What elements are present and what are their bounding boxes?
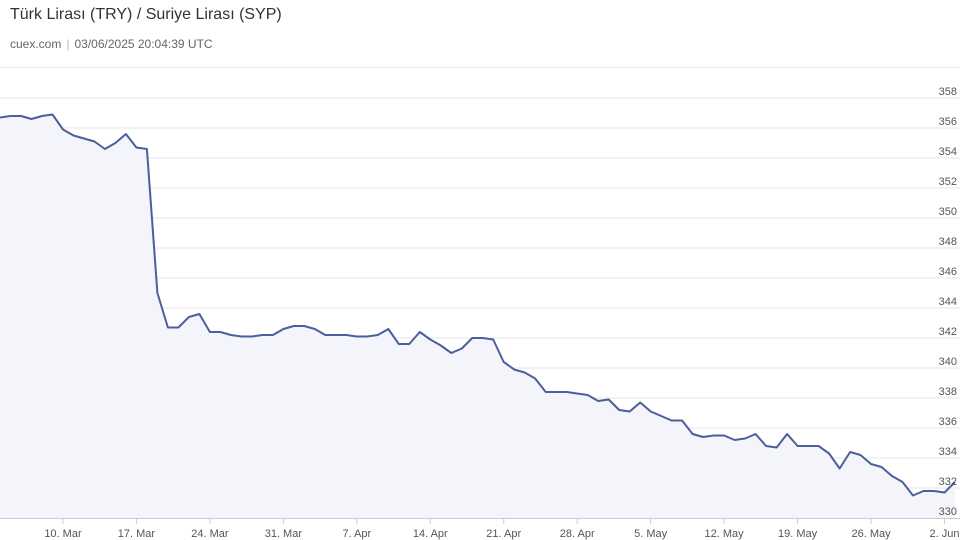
- x-tick-label: 10. Mar: [44, 528, 82, 540]
- y-axis-ticks: 330 332 334 336 338 340 342 344 346 348 350 352 354 3…: [939, 86, 957, 518]
- x-tick-label: 28. Apr: [560, 528, 595, 540]
- chart-title: Türk Lirası (TRY) / Suriye Lirası (SYP): [10, 6, 282, 23]
- y-tick-label: 350: [939, 206, 957, 218]
- x-tick-label: 7. Apr: [342, 528, 371, 540]
- x-tick-label: 17. Mar: [118, 528, 156, 540]
- y-tick-label: 348: [939, 236, 957, 248]
- y-tick-label: 332: [939, 476, 957, 488]
- y-tick-label: 330: [939, 506, 957, 518]
- x-tick-label: 5. May: [634, 528, 668, 540]
- y-tick-label: 356: [939, 116, 957, 128]
- y-tick-label: 352: [939, 176, 957, 188]
- header-divider: [0, 67, 960, 68]
- source-label[interactable]: cuex.com: [10, 37, 62, 51]
- y-tick-label: 344: [939, 296, 957, 308]
- x-tick-label: 24. Mar: [191, 528, 229, 540]
- y-tick-label: 354: [939, 146, 957, 158]
- y-tick-label: 336: [939, 416, 957, 428]
- x-tick-label: 2. Jun: [930, 528, 960, 540]
- x-tick-label: 26. May: [851, 528, 891, 540]
- y-tick-label: 342: [939, 326, 957, 338]
- x-axis-ticks: 10. Mar 17. Mar 24. Mar 31. Mar 7. Apr 14. Ap…: [44, 518, 959, 540]
- x-tick-label: 12. May: [705, 528, 745, 540]
- y-tick-label: 338: [939, 386, 957, 398]
- y-tick-label: 358: [939, 86, 957, 98]
- y-tick-label: 346: [939, 266, 957, 278]
- x-tick-label: 14. Apr: [413, 528, 448, 540]
- y-tick-label: 334: [939, 446, 957, 458]
- chart-subtitle: cuex.com | 03/06/2025 20:04:39 UTC: [10, 37, 213, 51]
- area-fill: [0, 114, 955, 518]
- x-tick-label: 19. May: [778, 528, 818, 540]
- timestamp-label: 03/06/2025 20:04:39 UTC: [74, 37, 213, 51]
- y-tick-label: 340: [939, 356, 957, 368]
- x-tick-label: 31. Mar: [265, 528, 303, 540]
- x-tick-label: 21. Apr: [486, 528, 521, 540]
- subtitle-separator: |: [66, 37, 70, 51]
- series-line: [0, 113, 956, 497]
